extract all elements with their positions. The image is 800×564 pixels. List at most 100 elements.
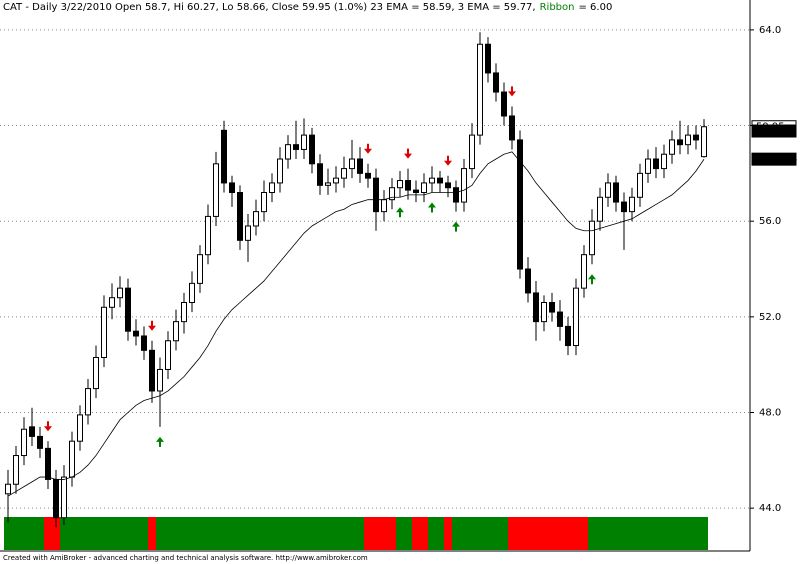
candle-body [13, 455, 19, 485]
buy-arrow [588, 274, 596, 285]
ribbon-segment [68, 517, 76, 550]
candle-body [525, 268, 531, 294]
candle-body [429, 177, 435, 184]
candle-body [141, 335, 147, 351]
candle-body [109, 297, 115, 308]
ribbon-segment [436, 517, 444, 550]
ribbon-segment [196, 517, 204, 550]
candle-body [245, 225, 251, 241]
y-tick-label: 44.0 [759, 503, 781, 514]
candle-body [261, 192, 267, 213]
ribbon-segment [44, 517, 52, 550]
ribbon-segment [156, 517, 164, 550]
candle-body [421, 182, 427, 194]
ribbon-segment [316, 517, 324, 550]
candle-body [509, 115, 515, 141]
ribbon-segment [212, 517, 220, 550]
ribbon-segment [380, 517, 388, 550]
ribbon-segment [636, 517, 644, 550]
candle-body [101, 306, 107, 359]
y-tick-label: 48.0 [759, 408, 781, 419]
ribbon-segment [652, 517, 660, 550]
candle-body [597, 196, 603, 222]
sell-arrow [148, 320, 156, 331]
ribbon-segment [396, 517, 404, 550]
ribbon-segment [468, 517, 476, 550]
ribbon-segment [660, 517, 668, 550]
ribbon-segment [388, 517, 396, 550]
candle-body [549, 302, 555, 313]
ribbon-segment [476, 517, 484, 550]
ribbon-segment [588, 517, 596, 550]
ribbon-segment [276, 517, 284, 550]
ribbon-segment [140, 517, 148, 550]
ribbon-segment [220, 517, 228, 550]
candle-body [5, 483, 11, 495]
ribbon-segment [548, 517, 556, 550]
candle-body [189, 282, 195, 304]
candle-body [501, 91, 507, 117]
candle-body [165, 340, 171, 370]
candle-body [685, 134, 691, 146]
ribbon-segment [676, 517, 684, 550]
ribbon-segment [268, 517, 276, 550]
ribbon-segment [428, 517, 436, 550]
candle-body [341, 168, 347, 179]
value-label: 58.5944 [756, 154, 797, 165]
ribbon-segment [228, 517, 236, 550]
ribbon-segment [668, 517, 676, 550]
candle-body [37, 435, 43, 449]
candle-body [301, 134, 307, 150]
candle-body [677, 139, 683, 146]
candle-body [533, 292, 539, 323]
ribbon-segment [236, 517, 244, 550]
candle-body [117, 287, 123, 299]
buy-arrow [396, 207, 404, 218]
y-tick-label: 52.0 [759, 312, 781, 323]
candle-body [453, 187, 459, 203]
ribbon-segment [460, 517, 468, 550]
candle-body [133, 330, 139, 337]
candle-body [621, 201, 627, 213]
candle-body [461, 168, 467, 203]
candle-body [653, 158, 659, 170]
candle-body [469, 134, 475, 170]
candle-body [229, 182, 235, 194]
candle-body [21, 428, 27, 457]
buy-arrow [452, 221, 460, 232]
candle-body [77, 414, 83, 442]
sell-arrow [508, 86, 516, 97]
ribbon-segment [172, 517, 180, 550]
title-text: CAT - Daily 3/22/2010 Open 58.7, Hi 60.2… [3, 2, 536, 13]
buy-arrow [428, 202, 436, 213]
candle-body [517, 139, 523, 270]
candle-body [333, 177, 339, 184]
candle-body [669, 139, 675, 155]
candle-body [221, 129, 227, 184]
candle-body [85, 388, 91, 416]
candle-body [389, 187, 395, 201]
ribbon-segment [516, 517, 524, 550]
ribbon-segment [148, 517, 156, 550]
candle-body [69, 440, 75, 478]
candle-body [45, 447, 51, 480]
candle-body [413, 189, 419, 193]
candle-body [125, 287, 131, 332]
sell-arrow [444, 155, 452, 166]
candle-body [581, 254, 587, 289]
candle-body [437, 177, 443, 184]
candle-body [357, 158, 363, 174]
ribbon-segment [244, 517, 252, 550]
candle-body [565, 325, 571, 347]
ribbon-segment [540, 517, 548, 550]
ribbon-segment [508, 517, 516, 550]
candle-body [405, 180, 411, 191]
ribbon-segment [116, 517, 124, 550]
candle-body [173, 321, 179, 342]
ribbon-segment [308, 517, 316, 550]
ribbon-segment [356, 517, 364, 550]
candle-body [589, 220, 595, 256]
candle-body [445, 182, 451, 189]
ribbon-segment [420, 517, 428, 550]
